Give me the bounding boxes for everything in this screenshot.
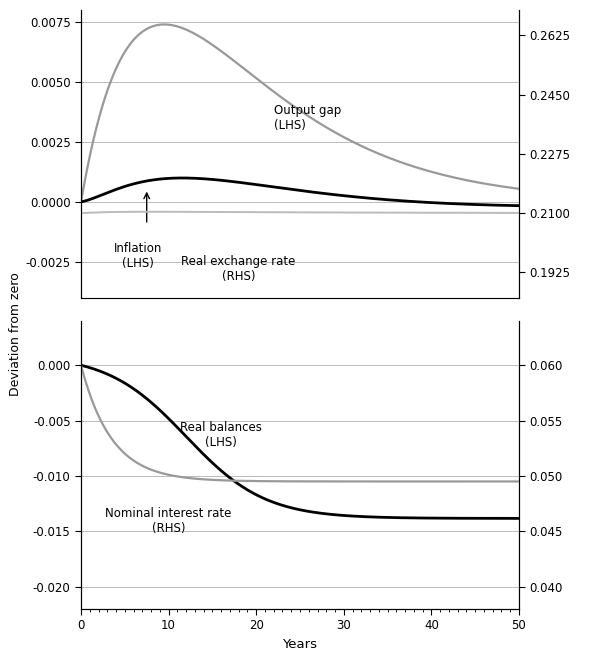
Text: Nominal interest rate
(RHS): Nominal interest rate (RHS) (106, 507, 232, 535)
Text: Real exchange rate
(RHS): Real exchange rate (RHS) (181, 255, 296, 283)
Text: Deviation from zero: Deviation from zero (9, 273, 22, 396)
Text: Real balances
(LHS): Real balances (LHS) (180, 421, 262, 449)
Text: Output gap
(LHS): Output gap (LHS) (274, 104, 341, 132)
X-axis label: Years: Years (283, 638, 317, 651)
Text: Inflation
(LHS): Inflation (LHS) (114, 242, 162, 270)
